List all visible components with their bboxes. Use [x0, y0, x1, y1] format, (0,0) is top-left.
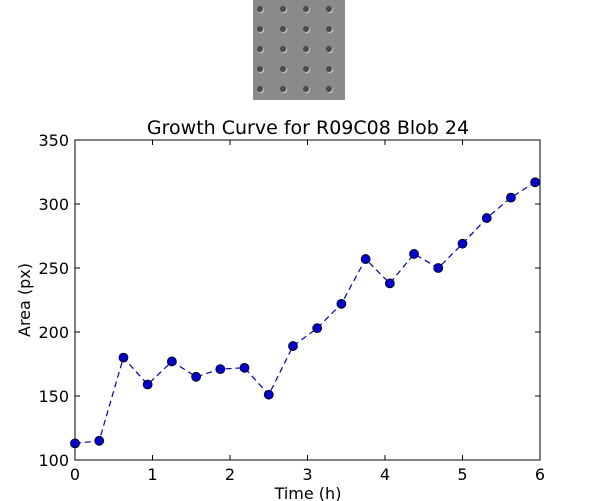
data-point: [360, 254, 371, 264]
thumbnail-dot: [326, 66, 332, 72]
data-point: [215, 364, 226, 375]
data-point: [142, 379, 153, 390]
x-tick-label: 5: [457, 465, 467, 484]
thumbnail-dot: [326, 26, 332, 32]
thumbnail-dot: [303, 66, 309, 72]
y-axis-label: Area (px): [15, 263, 34, 337]
data-point: [70, 438, 80, 449]
thumbnail-dot: [303, 46, 309, 52]
y-tick-label: 100: [38, 451, 69, 470]
thumbnail-dot: [280, 46, 286, 52]
series-line: [74, 181, 536, 444]
data-point: [312, 323, 323, 334]
blob-thumbnail-image: [253, 0, 345, 100]
chart-title: Growth Curve for R09C08 Blob 24: [147, 117, 469, 139]
plot-area: 0 1 2 3 4 5 6 100 150 200 250 300 350: [38, 131, 545, 484]
y-tick-label: 350: [38, 131, 69, 150]
x-tick-label: 3: [302, 465, 312, 484]
data-point: [118, 352, 129, 363]
plot-frame: [74, 139, 541, 461]
thumbnail-dot: [257, 86, 263, 92]
data-point: [191, 371, 201, 382]
thumbnail-dot: [257, 66, 263, 72]
data-point: [239, 362, 250, 373]
data-point: [506, 192, 516, 203]
thumbnail-dot: [280, 26, 286, 32]
x-axis-label: Time (h): [274, 484, 342, 501]
data-point: [457, 238, 468, 249]
thumbnail-dot: [280, 66, 286, 72]
data-point: [288, 341, 298, 351]
thumbnail-dot: [303, 26, 309, 32]
thumbnail-dot: [326, 6, 332, 12]
thumbnail-dot: [326, 86, 332, 92]
data-point: [263, 389, 274, 400]
y-tick-label: 300: [38, 195, 69, 214]
x-tick-label: 2: [225, 465, 235, 484]
thumbnail-dot: [303, 6, 309, 12]
data-point: [433, 263, 444, 273]
thumbnail-dot: [326, 46, 332, 52]
y-tick-label: 250: [38, 259, 69, 278]
data-point: [166, 356, 177, 367]
data-point: [384, 278, 395, 289]
x-tick-label: 1: [147, 465, 157, 484]
x-tick-label: 6: [535, 465, 545, 484]
thumbnail-dot: [257, 46, 263, 52]
thumbnail-dot: [303, 86, 309, 92]
data-point: [409, 249, 419, 259]
data-point: [94, 435, 105, 446]
y-tick-label: 150: [38, 387, 69, 406]
thumbnail-dot: [257, 26, 263, 32]
x-tick-label: 0: [70, 465, 80, 484]
data-point: [481, 213, 492, 223]
thumbnail-dot: [257, 6, 263, 12]
y-tick-label: 200: [38, 323, 69, 342]
thumbnail-dot: [280, 86, 286, 92]
thumbnail-dot: [280, 6, 286, 12]
data-point: [336, 298, 347, 309]
data-point: [530, 177, 541, 188]
x-tick-label: 4: [380, 465, 390, 484]
